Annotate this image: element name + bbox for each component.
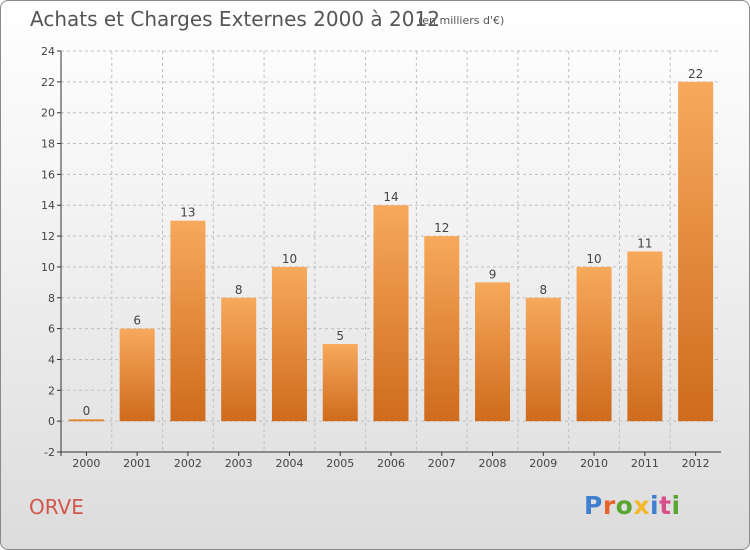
logo-letter: i — [671, 491, 681, 520]
logo-letter: P — [584, 491, 603, 520]
x-tick-label: 2008 — [479, 457, 507, 470]
x-tick-label: 2012 — [682, 457, 710, 470]
data-label: 5 — [336, 329, 344, 343]
y-tick-label: 16 — [41, 168, 55, 181]
x-tick-label: 2009 — [529, 457, 557, 470]
y-tick-label: 14 — [41, 199, 55, 212]
logo-letter: o — [615, 491, 634, 520]
data-label: 9 — [489, 267, 497, 281]
logo-letter: i — [650, 491, 660, 520]
bar — [221, 297, 257, 422]
y-tick-label: 20 — [41, 107, 55, 120]
x-tick-label: 2010 — [580, 457, 608, 470]
bar — [475, 282, 511, 422]
data-label: 22 — [688, 67, 703, 81]
y-tick-label: 2 — [48, 384, 55, 397]
data-label: 8 — [235, 283, 243, 297]
data-label: 12 — [434, 221, 449, 235]
x-tick-label: 2005 — [326, 457, 354, 470]
data-label: 0 — [83, 404, 91, 418]
labels: 0 6 13 8 10 5 14 12 9 8 10 11 22 — [83, 67, 704, 418]
y-tick-label: 6 — [48, 323, 55, 336]
chart-title: Achats et Charges Externes 2000 à 2012 — [30, 7, 440, 31]
bar — [170, 220, 206, 422]
logo-letter: t — [659, 491, 672, 520]
bar — [627, 251, 663, 422]
bar — [678, 81, 714, 422]
logo-letter: r — [602, 491, 616, 520]
x-tick-label: 2002 — [174, 457, 202, 470]
y-tick-label: -2 — [44, 446, 55, 459]
proxiti-logo: Proxiti — [584, 491, 681, 520]
bar — [424, 236, 460, 422]
x-tick-label: 2007 — [428, 457, 456, 470]
x-tick-label: 2000 — [72, 457, 100, 470]
x-tick-label: 2001 — [123, 457, 151, 470]
bar — [271, 266, 307, 422]
bar — [525, 297, 561, 422]
logo-letter: x — [633, 491, 650, 520]
x-tick-label: 2011 — [631, 457, 659, 470]
bars — [68, 81, 714, 422]
y-tick-label: 22 — [41, 76, 55, 89]
data-label: 13 — [180, 206, 195, 220]
y-tick-label: 24 — [41, 45, 55, 58]
bar — [322, 344, 358, 422]
bar — [373, 205, 409, 422]
x-tick-label: 2004 — [275, 457, 303, 470]
y-tick-label: 0 — [48, 415, 55, 428]
data-label: 8 — [539, 283, 547, 297]
city-name: ORVE — [29, 495, 84, 519]
y-tick-label: 10 — [41, 261, 55, 274]
y-tick-label: 18 — [41, 138, 55, 151]
x-tick-label: 2006 — [377, 457, 405, 470]
chart-subtitle: (en milliers d'€) — [418, 14, 505, 27]
data-label: 11 — [637, 237, 652, 251]
y-tick-label: 4 — [48, 353, 55, 366]
y-tick-label: 8 — [48, 292, 55, 305]
data-label: 14 — [383, 190, 398, 204]
data-label: 10 — [282, 252, 297, 266]
y-tick-label: 12 — [41, 230, 55, 243]
data-label: 6 — [133, 314, 141, 328]
x-tick-label: 2003 — [225, 457, 253, 470]
bar — [68, 419, 104, 422]
data-label: 10 — [586, 252, 601, 266]
bar — [576, 266, 612, 422]
bar — [119, 328, 155, 422]
